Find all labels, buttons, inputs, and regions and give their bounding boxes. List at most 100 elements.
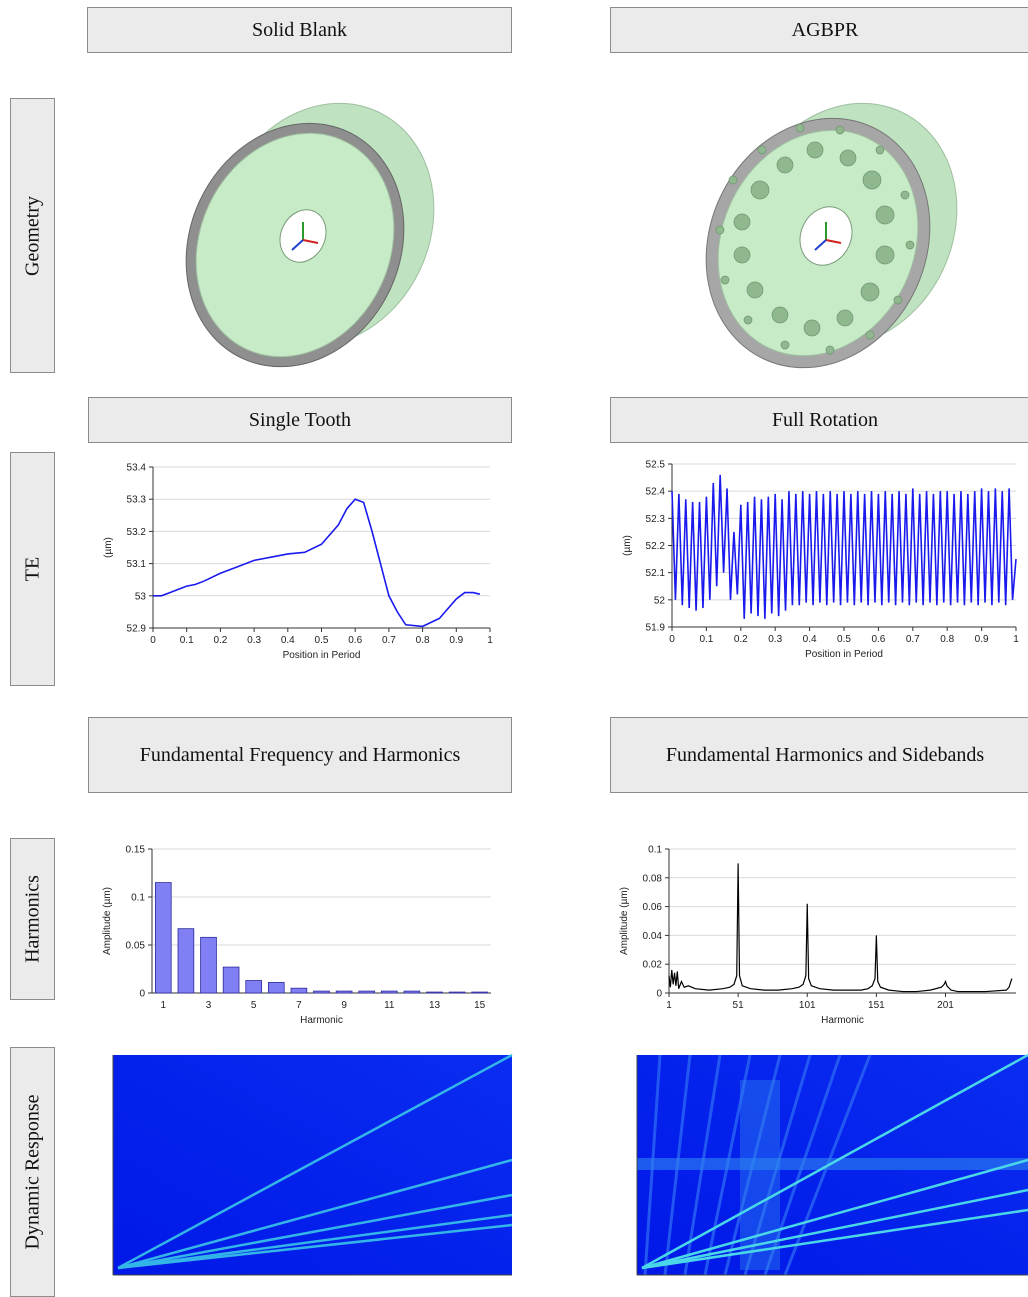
x-tick-label: 1 (487, 635, 493, 646)
x-tick-label: 15 (474, 1000, 486, 1011)
x-tick-label: 1 (666, 1000, 672, 1011)
x-tick-label: 0.2 (734, 634, 748, 645)
x-tick-label: 151 (868, 1000, 885, 1011)
x-tick-label: 13 (429, 1000, 441, 1011)
x-axis-label: Position in Period (805, 649, 883, 660)
x-tick-label: 1 (1013, 634, 1019, 645)
x-tick-label: 11 (384, 1000, 395, 1011)
chart-title: Full Rotation (610, 397, 1028, 443)
x-tick-label: 101 (799, 1000, 816, 1011)
y-tick-label: 0.1 (648, 845, 662, 856)
x-tick-label: 5 (251, 1000, 257, 1011)
chart-title: Fundamental Harmonics and Sidebands (610, 717, 1028, 793)
x-tick-label: 1 (161, 1000, 167, 1011)
bar (335, 990, 353, 994)
bar (403, 990, 421, 994)
dynamic-response-solid-blank (112, 1053, 513, 1276)
geometry-solid-blank (185, 102, 435, 368)
x-tick-label: 0.1 (699, 634, 713, 645)
geometry-agbpr (705, 102, 958, 369)
row-label-box: Harmonics (10, 838, 55, 1000)
column-header: AGBPR (610, 7, 1028, 53)
y-tick-label: 0.08 (643, 873, 663, 884)
chart: 00.050.10.151 3 5 7 9 11 13 15HarmonicAmplitude… (102, 845, 491, 1026)
x-tick-label: 0.3 (247, 635, 261, 646)
bar (426, 991, 443, 994)
x-tick-label: 3 (206, 1000, 212, 1011)
y-tick-label: 53.1 (127, 559, 147, 570)
chart-title: Single Tooth (88, 397, 512, 443)
y-tick-label: 52.3 (646, 514, 666, 525)
y-tick-label: 52.4 (646, 487, 666, 498)
x-tick-label: 0.1 (180, 635, 194, 646)
x-tick-label: 0.3 (768, 634, 782, 645)
bar (177, 928, 195, 994)
y-tick-label: 53.2 (127, 527, 147, 538)
chart: 52.9 53 53.1 53.2 53.3 53.4 0 0.1 0.2 0.3 0.4 0.5 0.… (103, 463, 493, 662)
line (671, 474, 1017, 619)
x-tick-label: 0.7 (382, 635, 396, 646)
y-axis-label: (µm) (103, 537, 114, 558)
x-tick-label: 201 (937, 1000, 954, 1011)
bar (380, 990, 398, 994)
y-tick-label: 0 (139, 989, 145, 1000)
y-tick-label: 52.1 (646, 568, 666, 579)
y-tick-label: 52 (654, 595, 666, 606)
bar (267, 982, 285, 994)
x-tick-label: 7 (296, 1000, 302, 1011)
x-tick-label: 0.4 (803, 634, 817, 645)
x-tick-label: 0.7 (906, 634, 920, 645)
x-tick-label: 9 (341, 1000, 347, 1011)
x-axis-label: Position in Period (283, 650, 361, 661)
column-header: Solid Blank (87, 7, 512, 53)
chart: 51.9 52 52.1 52.2 52.3 52.4 52.5 0 0.1 0.2 0.3 0.4 0… (622, 460, 1019, 661)
x-tick-label: 51 (733, 1000, 745, 1011)
x-tick-label: 0.5 (837, 634, 851, 645)
x-tick-label: 0 (669, 634, 675, 645)
y-tick-label: 0.02 (643, 960, 663, 971)
y-tick-label: 53.3 (127, 495, 147, 506)
x-axis-label: Harmonic (300, 1015, 343, 1026)
y-tick-label: 51.9 (646, 623, 666, 634)
x-tick-label: 0.6 (348, 635, 362, 646)
x-tick-label: 0.8 (416, 635, 430, 646)
y-tick-label: 0.06 (643, 902, 663, 913)
y-tick-label: 0.15 (126, 845, 146, 856)
chart: 00.020.040.060.080.11 51 101 151 201Harmonic… (619, 845, 1016, 1026)
row-label: TE (21, 556, 43, 582)
bar (471, 991, 489, 994)
y-tick-label: 52.5 (646, 460, 666, 471)
y-tick-label: 53 (135, 591, 147, 602)
y-tick-label: 52.9 (127, 624, 147, 635)
chart-title: Fundamental Frequency and Harmonics (88, 717, 512, 793)
y-tick-label: 0.1 (131, 893, 145, 904)
bar (290, 987, 308, 994)
bar (222, 966, 240, 994)
y-axis-label: Amplitude (µm) (619, 887, 630, 955)
x-tick-label: 0.6 (871, 634, 885, 645)
bar (154, 882, 172, 994)
x-tick-label: 0.2 (213, 635, 227, 646)
row-label-box: Geometry (10, 98, 55, 373)
bar (358, 990, 376, 994)
y-axis-label: (µm) (622, 535, 633, 556)
x-axis-label: Harmonic (821, 1015, 864, 1026)
line (668, 863, 1013, 993)
row-label: Geometry (21, 195, 43, 276)
y-tick-label: 52.2 (646, 541, 666, 552)
bar (448, 991, 466, 994)
x-tick-label: 0.9 (449, 635, 463, 646)
x-tick-label: 0.4 (281, 635, 295, 646)
y-tick-label: 0 (656, 989, 662, 1000)
y-axis-label: Amplitude (µm) (102, 887, 113, 955)
x-tick-label: 0.8 (940, 634, 954, 645)
x-tick-label: 0 (150, 635, 156, 646)
x-tick-label: 0.9 (975, 634, 989, 645)
row-label-box: TE (10, 452, 55, 686)
x-tick-label: 0.5 (315, 635, 329, 646)
bar (245, 980, 263, 994)
y-tick-label: 0.04 (643, 931, 663, 942)
dynamic-response-agbpr (636, 1053, 1028, 1276)
